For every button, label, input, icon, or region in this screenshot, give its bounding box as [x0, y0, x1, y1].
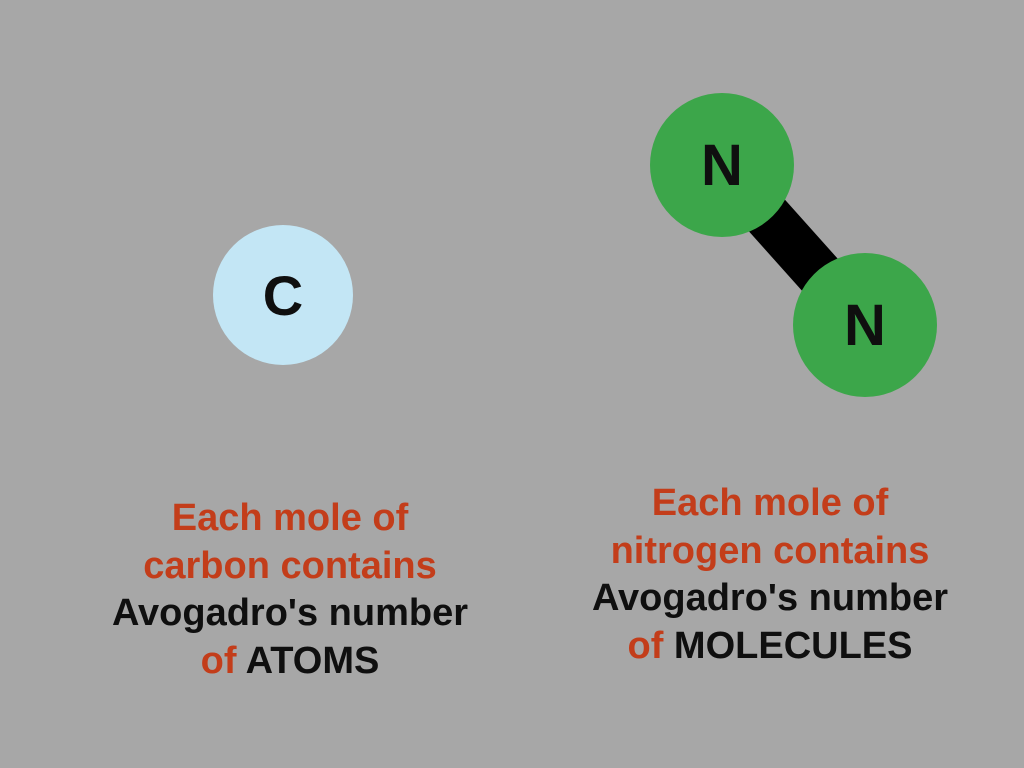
carbon-caption-line3: Avogadro's number [90, 590, 490, 638]
carbon-caption: Each mole of carbon contains Avogadro's … [90, 495, 490, 685]
nitrogen-atom-1: N [650, 93, 794, 237]
carbon-caption-of: of [201, 640, 237, 682]
carbon-caption-line1: Each mole of [90, 495, 490, 543]
carbon-atom: C [213, 225, 353, 365]
carbon-atom-label: C [263, 263, 303, 328]
nitrogen-atom-2: N [793, 253, 937, 397]
nitrogen-atom-2-label: N [844, 292, 886, 359]
nitrogen-caption-line3: Avogadro's number [555, 575, 985, 623]
nitrogen-caption-unit: MOLECULES [663, 625, 912, 667]
nitrogen-caption-line4: of MOLECULES [555, 623, 985, 671]
nitrogen-atom-1-label: N [701, 132, 743, 199]
nitrogen-caption-line2: nitrogen contains [555, 528, 985, 576]
nitrogen-caption-of: of [628, 625, 664, 667]
nitrogen-caption-line1: Each mole of [555, 480, 985, 528]
carbon-caption-line2: carbon contains [90, 543, 490, 591]
nitrogen-caption: Each mole of nitrogen contains Avogadro'… [555, 480, 985, 670]
carbon-caption-line4: of ATOMS [90, 638, 490, 686]
carbon-caption-unit: ATOMS [237, 640, 380, 682]
